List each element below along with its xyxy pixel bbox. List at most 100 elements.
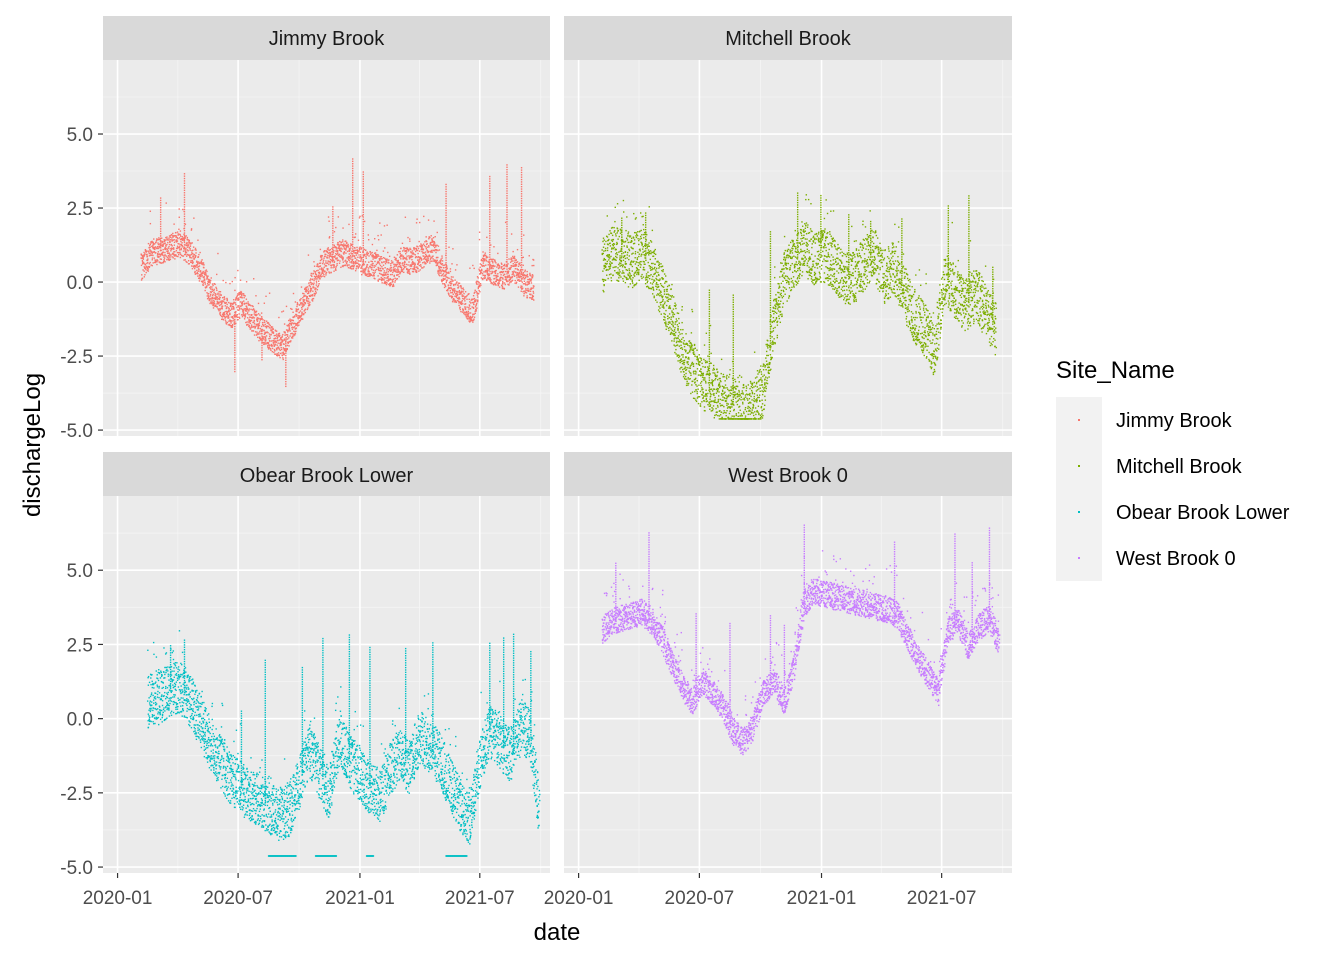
data-point xyxy=(461,288,463,290)
data-point xyxy=(355,268,357,270)
data-point xyxy=(663,290,666,293)
data-point xyxy=(364,270,366,272)
data-point xyxy=(489,270,491,273)
data-point xyxy=(224,301,226,304)
data-point xyxy=(338,262,341,264)
data-point xyxy=(665,325,667,327)
data-point xyxy=(646,252,648,254)
data-point xyxy=(301,311,303,313)
data-point xyxy=(452,248,454,250)
data-point xyxy=(389,273,392,276)
data-point xyxy=(415,249,418,251)
data-point xyxy=(215,304,217,307)
data-point xyxy=(353,255,356,257)
data-point xyxy=(217,293,219,296)
data-point xyxy=(453,288,456,290)
data-point xyxy=(370,252,372,254)
data-point xyxy=(217,308,220,311)
data-point xyxy=(280,338,282,341)
data-point xyxy=(477,286,480,289)
data-point xyxy=(683,371,685,373)
data-point xyxy=(665,304,668,307)
data-point xyxy=(332,258,334,260)
data-point xyxy=(425,262,427,265)
data-point xyxy=(433,244,435,246)
data-point xyxy=(429,243,431,245)
data-point xyxy=(664,316,666,319)
data-point xyxy=(647,275,650,277)
data-point xyxy=(483,265,486,267)
data-point xyxy=(693,344,696,347)
data-point xyxy=(701,374,703,376)
data-point xyxy=(348,249,350,252)
data-point xyxy=(500,262,503,264)
data-point xyxy=(506,247,508,249)
data-point xyxy=(381,266,383,268)
data-point xyxy=(383,281,386,284)
data-point xyxy=(685,368,688,371)
data-point xyxy=(510,258,513,261)
data-point xyxy=(404,250,406,253)
data-point xyxy=(671,296,673,298)
data-point xyxy=(413,267,416,269)
data-point xyxy=(655,281,658,284)
data-point xyxy=(350,243,352,245)
data-point xyxy=(332,253,334,256)
data-point xyxy=(311,282,313,284)
data-point xyxy=(517,265,520,267)
data-point xyxy=(353,236,356,239)
data-point xyxy=(262,324,265,327)
data-point xyxy=(313,278,316,280)
data-point xyxy=(417,267,419,270)
data-point xyxy=(620,262,622,265)
data-point xyxy=(358,260,360,262)
data-point xyxy=(379,270,381,272)
data-point xyxy=(646,278,648,281)
data-point xyxy=(468,305,471,307)
data-point xyxy=(445,202,447,205)
data-point xyxy=(473,318,475,320)
data-point xyxy=(682,360,684,362)
data-point xyxy=(408,258,411,260)
data-point xyxy=(330,251,333,253)
data-point xyxy=(175,254,177,256)
data-point xyxy=(638,231,641,233)
data-point xyxy=(682,362,685,364)
data-point xyxy=(174,251,176,253)
data-point xyxy=(521,256,523,259)
data-point xyxy=(476,300,479,303)
data-point xyxy=(330,267,332,269)
data-point xyxy=(329,258,332,261)
data-point xyxy=(166,250,169,252)
data-point xyxy=(468,312,470,314)
data-point xyxy=(531,298,533,300)
data-point xyxy=(658,263,661,266)
data-point xyxy=(608,253,610,256)
data-point xyxy=(506,249,508,251)
data-point xyxy=(405,247,407,250)
data-point xyxy=(245,305,248,307)
data-point xyxy=(261,336,264,338)
data-point xyxy=(255,310,258,312)
data-point xyxy=(618,262,621,264)
data-point xyxy=(364,273,366,275)
data-point xyxy=(438,249,441,251)
data-point xyxy=(374,260,376,263)
data-point xyxy=(633,212,635,215)
data-point xyxy=(604,259,607,261)
data-point xyxy=(709,405,711,408)
data-point xyxy=(183,175,186,177)
data-point xyxy=(341,255,343,258)
data-point xyxy=(437,270,439,273)
data-point xyxy=(351,174,354,177)
data-point xyxy=(674,334,676,337)
data-point xyxy=(325,253,327,256)
data-point xyxy=(489,194,491,197)
data-point xyxy=(418,250,421,252)
data-point xyxy=(702,397,704,399)
data-point xyxy=(507,280,509,282)
data-point xyxy=(493,265,495,268)
data-point xyxy=(627,273,629,275)
data-point xyxy=(162,244,164,246)
data-point xyxy=(486,279,488,282)
